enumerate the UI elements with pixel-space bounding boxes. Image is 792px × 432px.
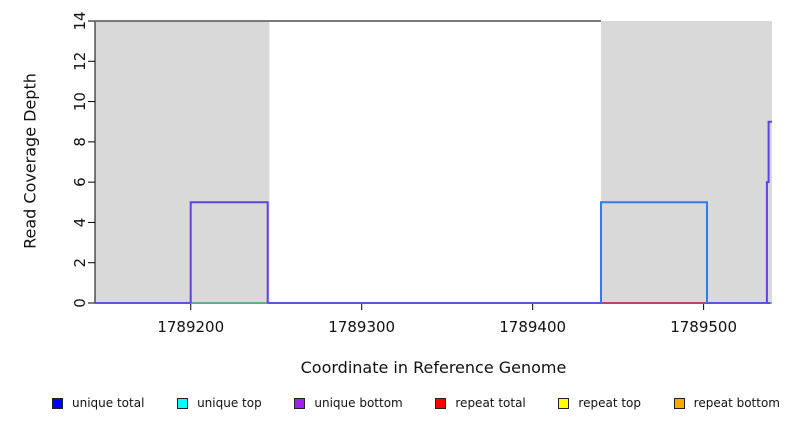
legend-item-repeat-bottom: repeat bottom — [673, 396, 780, 410]
y-tick-label: 12 — [71, 52, 89, 71]
legend-item-unique-top: unique top — [177, 396, 262, 410]
repeat-bottom-swatch-icon — [673, 397, 685, 409]
legend-label: unique bottom — [314, 396, 403, 410]
y-tick-label: 14 — [71, 11, 89, 30]
legend-item-repeat-top: repeat top — [558, 396, 641, 410]
repeat-region-right — [601, 21, 772, 303]
legend-item-repeat-total: repeat total — [435, 396, 526, 410]
unique-total-right-box — [600, 201, 708, 303]
y-tick-label: 6 — [71, 177, 89, 187]
x-tick-label: 1789500 — [670, 318, 737, 336]
x-tick-label: 1789300 — [328, 318, 395, 336]
repeat-region-left — [95, 21, 270, 303]
x-tick-label: 1789200 — [157, 318, 224, 336]
unique-bottom-left-box — [189, 201, 269, 303]
y-tick-label: 4 — [71, 218, 89, 228]
legend: unique total unique top unique bottom re… — [52, 396, 780, 410]
legend-label: unique top — [197, 396, 262, 410]
unique-total-swatch-icon — [52, 397, 63, 409]
unique-top-swatch-icon — [177, 397, 189, 409]
y-tick-label: 10 — [71, 92, 89, 111]
legend-label: repeat total — [455, 396, 526, 410]
legend-item-unique-total: unique total — [52, 396, 144, 410]
y-tick-label: 0 — [71, 298, 89, 308]
legend-item-unique-bottom: unique bottom — [294, 396, 403, 410]
legend-label: repeat bottom — [693, 396, 780, 410]
unique-bottom-swatch-icon — [294, 397, 306, 409]
x-tick-label: 1789400 — [499, 318, 566, 336]
legend-label: repeat top — [578, 396, 642, 410]
x-axis-title: Coordinate in Reference Genome — [300, 358, 567, 377]
y-axis-title: Read Coverage Depth — [20, 73, 40, 249]
y-tick-label: 8 — [71, 137, 89, 147]
legend-label: unique total — [72, 396, 145, 410]
right-edge-spike — [765, 120, 772, 303]
repeat-total-swatch-icon — [435, 397, 447, 409]
repeat-top-swatch-icon — [558, 397, 570, 409]
y-tick-label: 2 — [71, 258, 89, 268]
